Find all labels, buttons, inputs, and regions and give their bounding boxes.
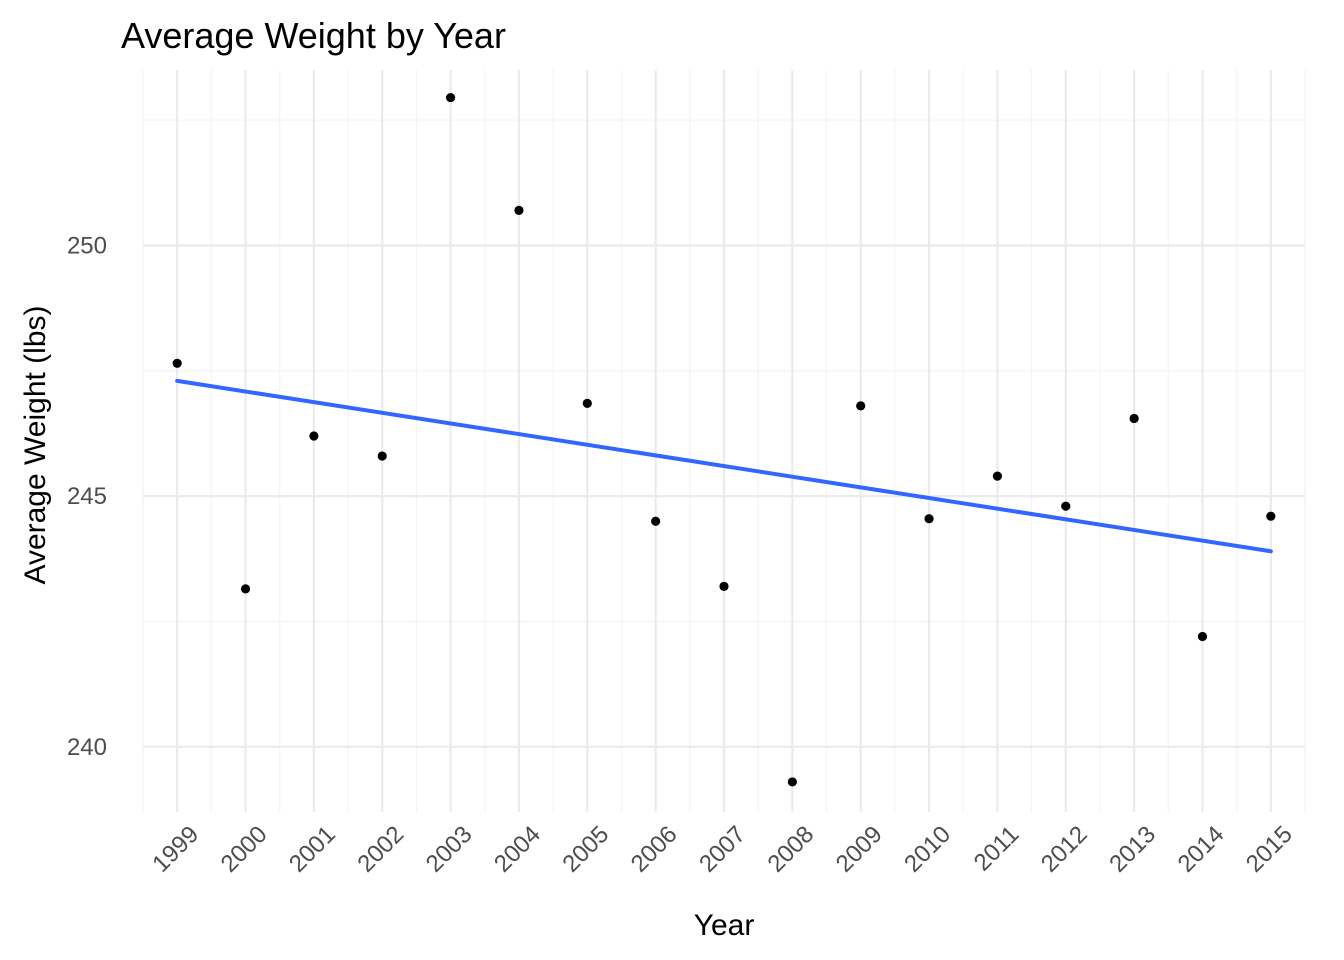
x-tick-label: 2000 <box>216 821 273 878</box>
data-point <box>377 451 387 461</box>
data-point <box>1061 501 1071 511</box>
data-point <box>651 516 661 526</box>
chart-title: Average Weight by Year <box>121 15 506 56</box>
data-point <box>514 205 524 215</box>
x-tick-label: 2015 <box>1241 821 1298 878</box>
data-point <box>1197 631 1208 642</box>
plot-grid <box>142 70 1306 812</box>
data-point <box>787 777 797 787</box>
data-point <box>172 358 182 368</box>
trend-layer <box>175 378 1273 554</box>
data-points <box>172 92 1276 787</box>
data-point <box>924 514 934 524</box>
x-tick-label: 2012 <box>1036 821 1093 878</box>
x-tick-label: 2002 <box>352 821 409 878</box>
data-point <box>582 398 592 408</box>
x-tick-label: 2007 <box>694 821 751 878</box>
y-axis-title: Average Weight (lbs) <box>19 305 52 584</box>
x-axis-ticks: 1999 2000 2001 2002 2003 2004 2005 2006 2007 2008… <box>147 821 1297 878</box>
data-point <box>1129 413 1139 424</box>
data-point <box>1266 511 1276 521</box>
x-tick-label: 1999 <box>147 821 204 878</box>
x-tick-label: 2005 <box>557 821 614 878</box>
y-tick-label: 245 <box>67 483 107 510</box>
x-tick-label: 2008 <box>762 821 819 878</box>
x-tick-label: 2013 <box>1104 821 1161 878</box>
data-point <box>445 92 456 103</box>
y-axis-ticks: 240 245 250 <box>67 232 107 760</box>
y-tick-label: 240 <box>67 734 107 761</box>
x-tick-label: 2014 <box>1173 821 1230 878</box>
data-point <box>856 401 866 411</box>
x-tick-label: 2011 <box>969 821 1025 877</box>
x-axis-title: Year <box>694 909 755 942</box>
x-tick-label: 2010 <box>899 821 956 878</box>
x-tick-label: 2003 <box>421 821 478 878</box>
x-tick-label: 2004 <box>489 821 546 878</box>
y-tick-label: 250 <box>67 232 107 259</box>
x-tick-label: 2006 <box>626 821 683 878</box>
data-point <box>992 471 1003 481</box>
data-point <box>240 584 251 594</box>
trend-line <box>175 378 1273 554</box>
x-tick-label: 2001 <box>284 821 341 878</box>
data-point <box>309 431 319 441</box>
data-point <box>719 581 729 591</box>
x-tick-label: 2009 <box>831 821 888 878</box>
